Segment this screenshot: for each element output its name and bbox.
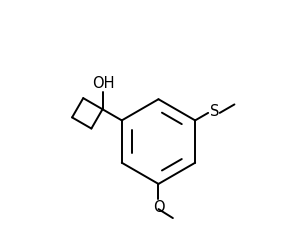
Text: OH: OH	[92, 76, 115, 91]
Text: S: S	[210, 105, 219, 119]
Text: O: O	[153, 200, 164, 215]
